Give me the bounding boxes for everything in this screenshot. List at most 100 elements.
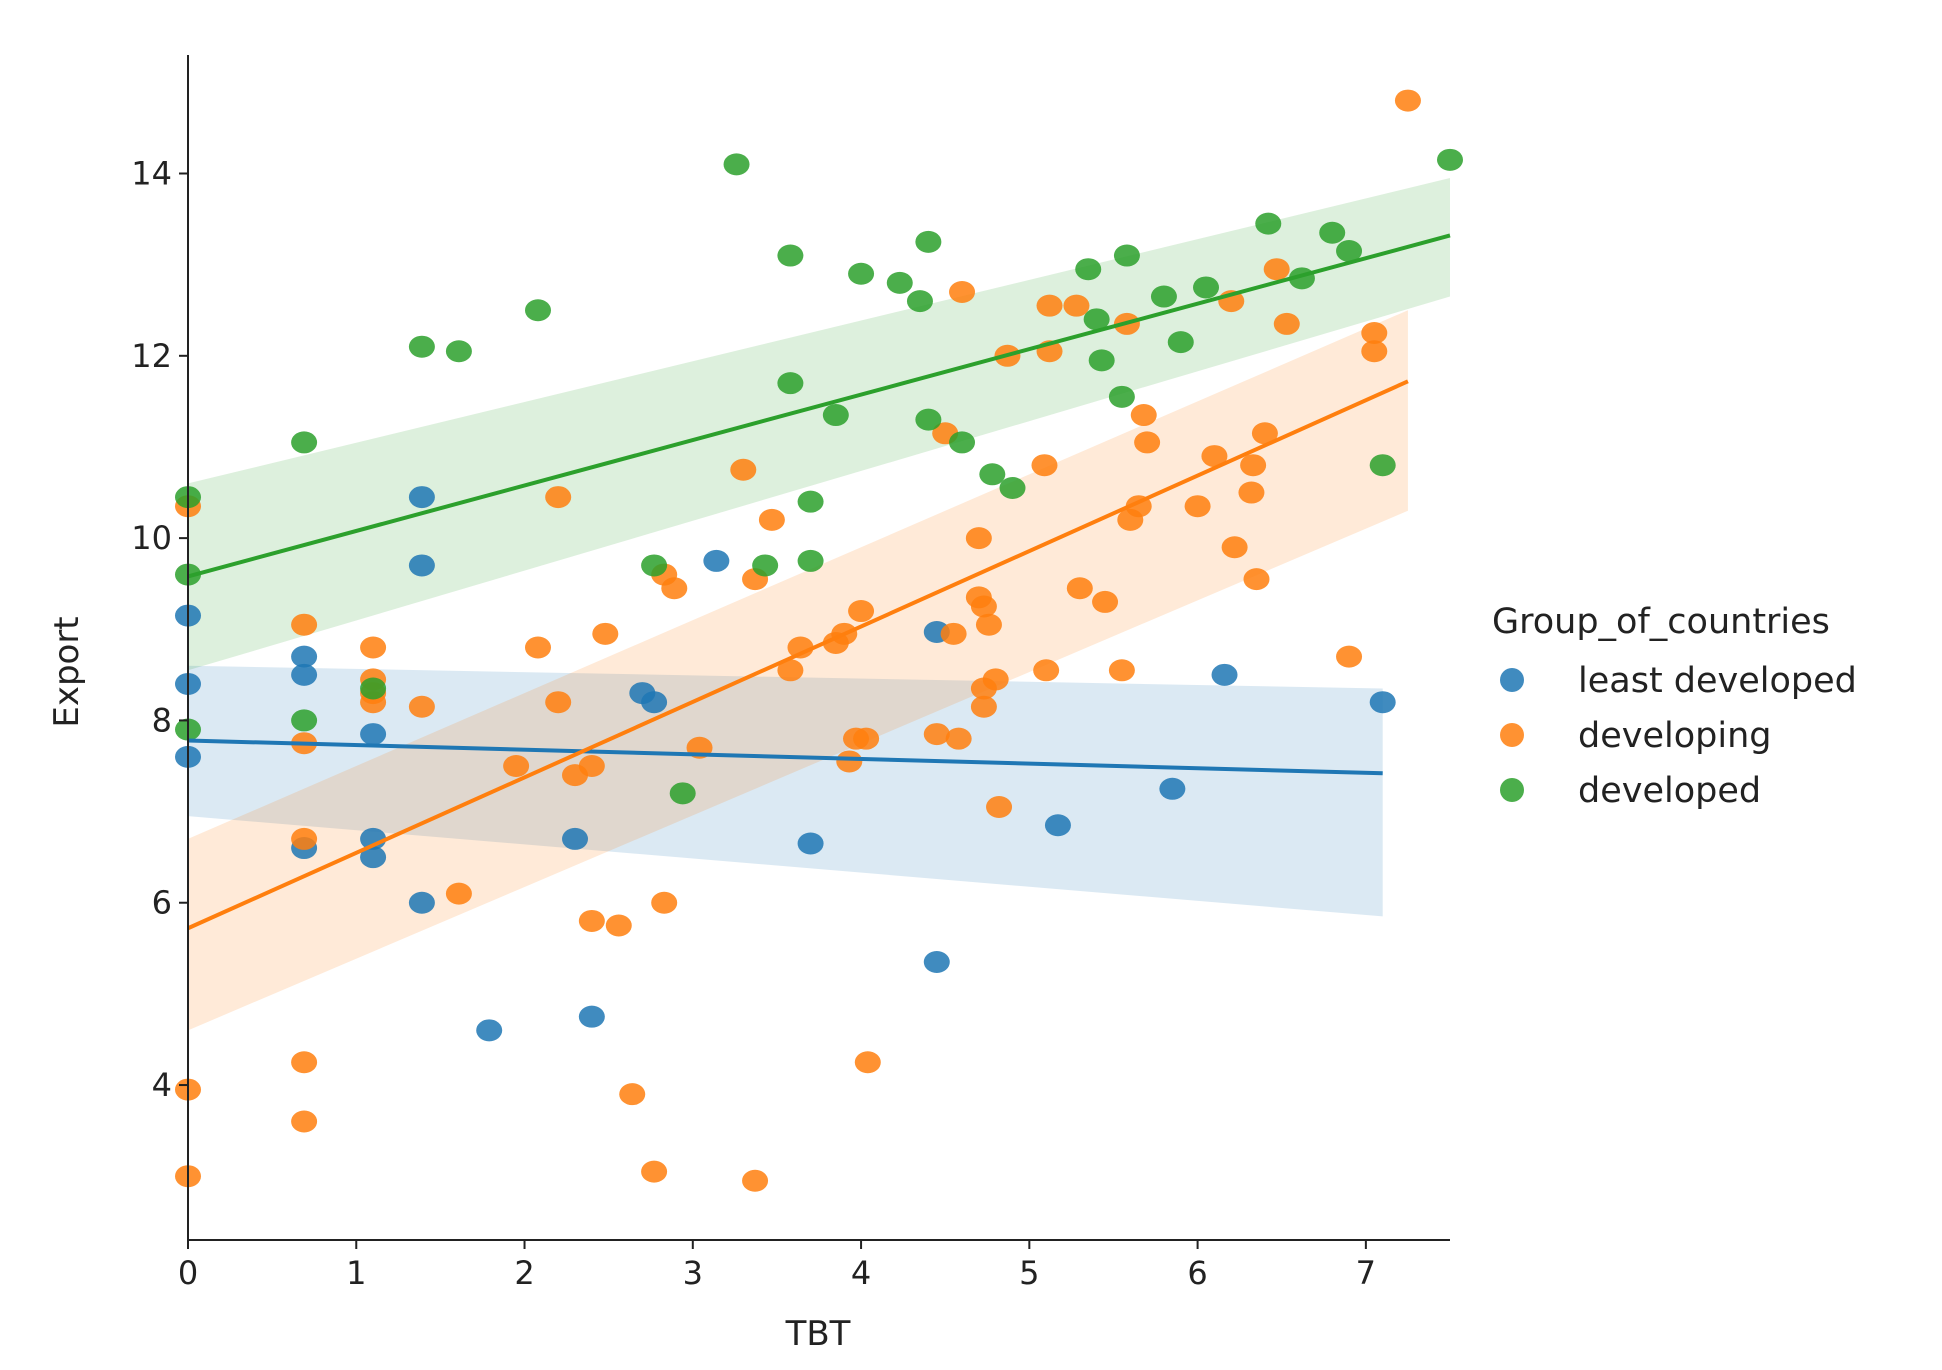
point-developed: [524, 299, 551, 322]
x-tick-label: 2: [514, 1254, 534, 1292]
point-developed: [1108, 385, 1135, 408]
point-developing: [545, 691, 572, 714]
point-least-developed: [1211, 663, 1238, 686]
point-developed: [797, 549, 824, 572]
point-developed: [1113, 244, 1140, 267]
point-least-developed: [923, 950, 950, 973]
x-tick-label: 0: [178, 1254, 198, 1292]
point-developing: [1063, 294, 1090, 317]
point-developing: [1130, 404, 1157, 427]
point-developing: [970, 595, 997, 618]
point-developing: [291, 827, 318, 850]
point-least-developed: [476, 1019, 503, 1042]
point-developed: [906, 290, 933, 313]
point-developed: [1319, 221, 1346, 244]
point-developed: [1150, 285, 1177, 308]
point-developing: [578, 755, 605, 777]
point-developing: [1361, 340, 1388, 363]
point-developing: [605, 914, 632, 937]
point-developing: [1361, 322, 1388, 345]
regression-line-developing: [187, 379, 1409, 931]
point-developing: [758, 508, 785, 531]
point-developed: [915, 408, 942, 431]
point-developing: [1108, 659, 1135, 682]
point-least-developed: [797, 832, 824, 855]
legend-label-least-developed: least developed: [1578, 661, 1857, 701]
point-developed: [1193, 276, 1220, 299]
point-developing: [360, 636, 387, 659]
point-developed: [641, 554, 668, 577]
point-developed: [360, 677, 387, 700]
y-axis-label: Export: [47, 616, 87, 727]
ci-band-least-developed: [188, 665, 1383, 917]
x-axis-label: TBT: [785, 1314, 851, 1354]
point-developed: [797, 490, 824, 513]
x-tick-label: 7: [1356, 1254, 1376, 1292]
point-developed: [915, 230, 942, 253]
point-developed: [723, 153, 750, 176]
point-developed: [848, 262, 875, 285]
point-developing: [578, 909, 605, 932]
point-developing: [1134, 431, 1161, 454]
x-tick-label: 6: [1187, 1254, 1207, 1292]
point-developing: [545, 486, 572, 509]
point-developing: [1238, 481, 1265, 504]
point-developing: [787, 636, 814, 659]
point-developing: [970, 695, 997, 718]
legend-marker-least-developed: [1500, 668, 1524, 692]
x-tick-label: 4: [851, 1254, 871, 1292]
point-developing: [1036, 294, 1063, 317]
point-developing: [982, 668, 1009, 691]
point-developing: [1201, 445, 1228, 468]
point-developed: [1437, 148, 1463, 171]
x-tick-label: 5: [1019, 1254, 1039, 1292]
point-developing: [503, 755, 530, 777]
point-developing: [1066, 577, 1093, 600]
legend: Group_of_countries least developed develo…: [1492, 602, 1857, 811]
point-developing: [848, 600, 875, 623]
y-tick-label: 6: [152, 884, 172, 922]
point-developed: [979, 463, 1006, 486]
point-developed: [1083, 308, 1110, 331]
point-least-developed: [408, 554, 435, 577]
legend-marker-developed: [1500, 778, 1524, 802]
point-developed: [291, 709, 318, 732]
regression-line-least-developed: [187, 738, 1383, 776]
point-least-developed: [291, 663, 318, 686]
point-developing: [923, 723, 950, 746]
point-developing: [1251, 422, 1278, 445]
point-developing: [291, 613, 318, 636]
regression-line-developed: [187, 233, 1451, 579]
point-least-developed: [360, 723, 387, 746]
point-least-developed: [408, 486, 435, 509]
point-least-developed: [360, 846, 387, 869]
point-least-developed: [578, 1005, 605, 1028]
point-developing: [1033, 659, 1060, 682]
point-developing: [291, 1110, 318, 1133]
point-developing: [975, 613, 1002, 636]
point-developing: [592, 622, 619, 645]
x-tick-label: 1: [346, 1254, 366, 1292]
point-developing: [661, 577, 688, 600]
point-developing: [777, 659, 804, 682]
point-developing: [445, 882, 472, 905]
point-least-developed: [703, 549, 730, 572]
point-developing: [1031, 454, 1058, 477]
y-tick-label: 10: [131, 519, 172, 557]
point-developed: [949, 431, 976, 454]
point-developed: [777, 372, 804, 395]
point-developing: [1336, 645, 1363, 668]
point-developed: [1369, 454, 1396, 477]
x-axis-ticks: 0 1 2 3 4 5 6 7: [178, 1240, 1376, 1292]
point-developing: [1273, 312, 1300, 335]
point-developed: [445, 340, 472, 363]
point-developed: [822, 404, 849, 427]
point-developing: [949, 281, 976, 303]
point-developing: [408, 695, 435, 718]
point-developing: [945, 727, 972, 750]
legend-marker-developing: [1500, 723, 1524, 747]
ci-band-developed: [188, 178, 1450, 671]
point-developed: [999, 476, 1026, 499]
y-axis-ticks: 4 6 8 10 12 14: [131, 155, 188, 1104]
